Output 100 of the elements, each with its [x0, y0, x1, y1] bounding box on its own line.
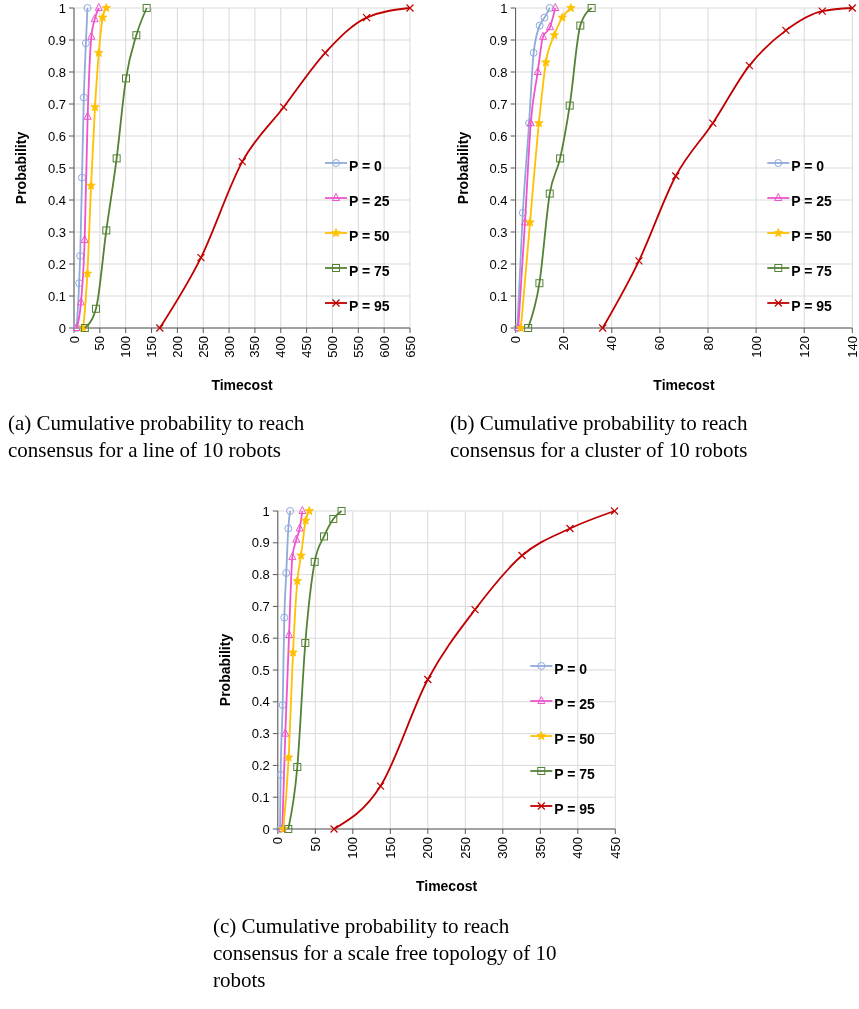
y-tick-label: 0.9: [47, 32, 66, 48]
legend-label: P = 50: [554, 730, 596, 747]
point: [848, 3, 857, 13]
point: [556, 154, 565, 163]
x-tick-label: 200: [420, 837, 436, 859]
point: [301, 515, 311, 525]
x-axis-title: Timecost: [415, 878, 478, 894]
y-tick-label: 0.7: [47, 96, 66, 112]
point: [281, 728, 290, 737]
x-tick-label: 150: [382, 837, 398, 859]
y-tick-label: 1: [262, 503, 270, 519]
x-tick-label: 550: [350, 336, 366, 358]
y-tick-label: 0.5: [47, 160, 66, 176]
y-tick-label: 0.4: [489, 192, 508, 208]
point: [301, 638, 310, 647]
point: [470, 605, 480, 614]
point: [292, 534, 301, 543]
x-tick-label: 300: [495, 837, 511, 859]
y-axis-title: Probability: [216, 633, 233, 707]
y-tick-label: 0.2: [251, 757, 270, 773]
x-tick-label: 150: [144, 336, 160, 358]
point: [288, 647, 298, 657]
x-tick-label: 50: [92, 336, 108, 351]
legend-label: P = 25: [791, 192, 833, 209]
y-tick-label: 0.7: [251, 598, 270, 614]
point: [321, 48, 330, 57]
point: [524, 324, 533, 332]
point: [292, 576, 302, 585]
point: [405, 3, 415, 13]
x-tick-label: 20: [556, 336, 572, 351]
point: [533, 67, 542, 75]
point: [142, 4, 151, 12]
y-tick-label: 0.3: [489, 224, 508, 240]
legend-label: P = 95: [349, 297, 390, 314]
point: [545, 22, 554, 31]
point: [329, 514, 338, 523]
point: [285, 630, 294, 639]
point: [83, 111, 92, 120]
y-tick-label: 0.9: [489, 32, 508, 48]
x-tick-label: 140: [844, 336, 859, 358]
x-tick-label: 0: [66, 336, 82, 344]
point: [337, 507, 346, 515]
point: [276, 770, 285, 779]
y-tick-label: 0.3: [47, 224, 66, 240]
point: [634, 256, 644, 265]
point: [423, 675, 432, 684]
x-tick-label: 250: [457, 837, 473, 859]
y-tick-label: 0.6: [489, 128, 508, 144]
y-tick-label: 0.5: [489, 160, 508, 176]
point: [98, 12, 108, 22]
x-tick-label: 600: [376, 336, 392, 358]
point: [87, 31, 96, 40]
point: [76, 297, 85, 306]
point: [286, 507, 295, 515]
point: [282, 569, 291, 578]
point: [78, 173, 87, 182]
y-tick-label: 0.7: [489, 96, 508, 112]
point: [329, 824, 339, 834]
point: [551, 3, 560, 11]
x-tick-label: 100: [345, 837, 361, 859]
point: [94, 3, 103, 11]
point: [610, 506, 619, 516]
point: [122, 74, 130, 83]
point: [708, 119, 717, 128]
x-tick-label: 250: [195, 336, 211, 358]
point: [298, 506, 307, 514]
point: [284, 752, 294, 762]
point: [310, 557, 319, 566]
point: [284, 524, 293, 533]
point: [671, 171, 680, 181]
legend-label: P = 0: [349, 157, 383, 174]
point: [320, 532, 328, 541]
point: [90, 102, 100, 112]
legend-label: P = 75: [791, 262, 833, 279]
point: [376, 781, 385, 791]
point: [539, 31, 548, 40]
x-tick-label: 450: [607, 837, 623, 859]
point: [525, 217, 535, 227]
point: [781, 26, 791, 35]
point: [94, 47, 104, 57]
legend-label: P = 75: [349, 262, 390, 279]
x-tick-label: 100: [118, 336, 134, 358]
x-tick-label: 120: [796, 336, 812, 358]
point: [155, 323, 164, 333]
x-tick-label: 650: [402, 336, 418, 358]
y-tick-label: 0.5: [251, 662, 270, 678]
point: [565, 101, 574, 110]
point: [83, 4, 92, 12]
x-axis-title: Timecost: [653, 377, 715, 393]
y-tick-label: 1: [58, 0, 66, 16]
y-tick-label: 0.8: [489, 64, 508, 80]
x-tick-label: 40: [604, 336, 620, 351]
y-tick-label: 0: [262, 821, 270, 837]
point: [545, 189, 554, 198]
y-tick-label: 0.2: [47, 256, 66, 272]
point: [280, 613, 289, 622]
legend-label: P = 0: [554, 660, 588, 677]
y-tick-label: 0.6: [251, 630, 270, 646]
point: [295, 523, 304, 532]
x-axis-title: Timecost: [211, 377, 273, 393]
